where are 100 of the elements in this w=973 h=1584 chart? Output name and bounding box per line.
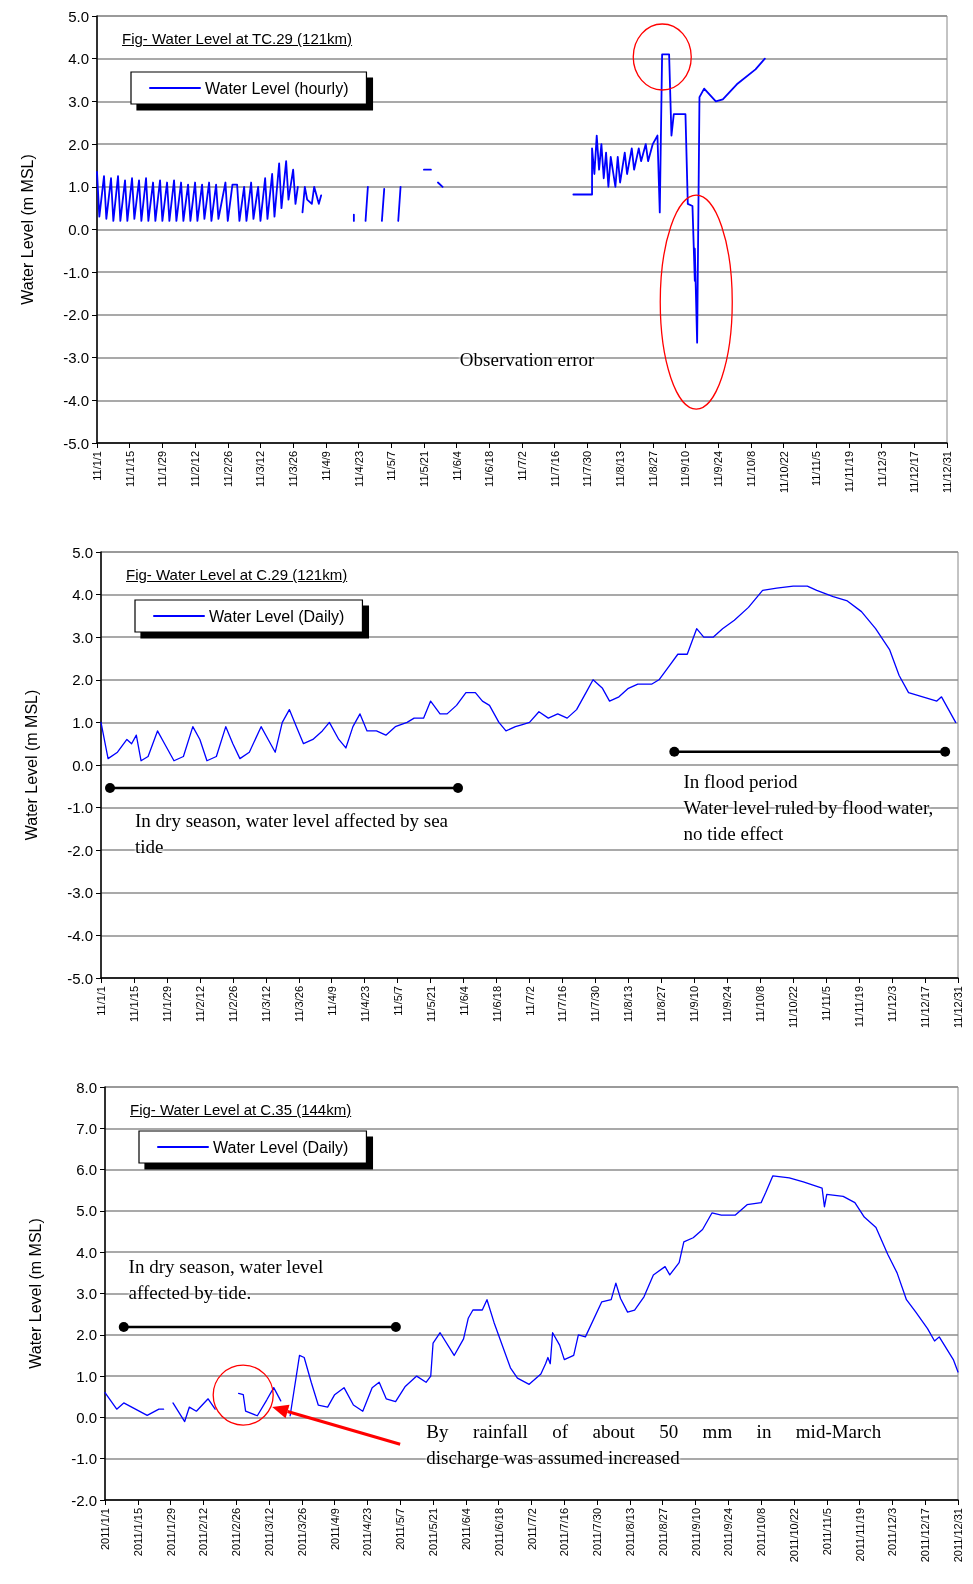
x-tick-label: 11/6/18	[483, 451, 496, 487]
x-tick-label: 2011/2/26	[230, 1508, 243, 1557]
y-tick-label: -5.0	[63, 434, 89, 452]
x-tick-label: 11/7/30	[589, 986, 602, 1022]
x-tick-label: 11/3/26	[292, 986, 305, 1022]
x-tick-label: 11/7/16	[556, 986, 569, 1022]
y-tick-label: -1.0	[67, 799, 93, 817]
x-tick-label: 2011/1/15	[131, 1508, 144, 1557]
x-tick-label: 2011/8/27	[656, 1508, 669, 1557]
annotation: In dry season, water level affected by tide.	[127, 1255, 325, 1306]
x-tick-label: 2011/5/21	[427, 1508, 440, 1557]
x-tick-label: 2011/11/5	[820, 1508, 833, 1556]
y-tick-label: 3.0	[76, 1285, 97, 1302]
annotation: In flood period Water level ruled by flood water, no tide effect	[682, 770, 935, 847]
x-tick-label: 11/5/21	[424, 986, 437, 1022]
x-tick-label: 11/2/26	[221, 451, 234, 487]
y-tick-label: 5.0	[68, 7, 89, 25]
text: Fig- Water Level at C.29 (121km)	[126, 566, 348, 583]
x-tick-label: 2011/7/2	[525, 1508, 538, 1551]
x-tick-label: 11/7/30	[581, 451, 594, 487]
x-tick-label: 2011/9/10	[689, 1508, 702, 1557]
x-tick-label: 11/2/12	[189, 451, 202, 487]
y-tick-label: -5.0	[67, 969, 93, 987]
x-tick-label: 11/9/10	[688, 986, 701, 1022]
y-tick-label: -2.0	[71, 1491, 97, 1509]
x-tick-label: 11/6/4	[450, 451, 463, 481]
annotation: By rainfall of about 50 mm in mid-March discharge was assumed increased	[426, 1420, 882, 1471]
y-tick-label: -1.0	[71, 1450, 97, 1468]
x-tick-label: 11/9/10	[679, 451, 692, 487]
y-tick-label: 1.0	[72, 713, 93, 731]
line-series	[100, 585, 957, 762]
y-tick-label: 7.0	[76, 1119, 97, 1137]
x-tick-label: 2011/7/30	[591, 1508, 604, 1557]
x-tick-label: 11/10/22	[787, 986, 800, 1029]
y-tick-label: 1.0	[68, 178, 89, 196]
x-tick-label: 11/5/7	[385, 451, 398, 481]
x-tick-label: 11/1/1	[95, 986, 107, 1016]
x-tick-label: 2011/6/4	[459, 1508, 472, 1551]
x-tick-label: 11/5/21	[417, 451, 430, 487]
y-axis-title: Water Level (m MSL)	[26, 1218, 44, 1369]
x-tick-label: 11/12/3	[875, 451, 888, 487]
x-tick-label: 11/11/5	[820, 986, 833, 1022]
y-tick-label: 2.0	[72, 671, 93, 689]
y-tick-label: -2.0	[63, 306, 89, 324]
x-tick-label: 11/4/23	[358, 986, 371, 1022]
x-tick-label: 11/7/16	[548, 451, 561, 487]
x-tick-label: 11/7/2	[523, 986, 536, 1016]
x-tick-label: 11/1/29	[160, 986, 173, 1022]
x-tick-label: 11/4/9	[325, 986, 338, 1016]
x-tick-label: 11/12/3	[886, 986, 899, 1022]
x-tick-label: 11/10/8	[744, 451, 757, 487]
x-tick-label: 11/2/26	[226, 986, 239, 1022]
x-tick-label: 2011/10/8	[755, 1508, 768, 1557]
x-tick-label: 2011/6/18	[492, 1508, 505, 1557]
x-tick-label: 2011/1/29	[164, 1508, 177, 1557]
legend-label: Water Level (Daily)	[213, 1138, 349, 1156]
text: Fig- Water Level at TC.29 (121km)	[122, 30, 353, 47]
x-tick-label: 11/3/26	[287, 451, 300, 487]
y-tick-label: -4.0	[67, 926, 93, 944]
y-tick-label: 3.0	[68, 92, 89, 110]
x-tick-label: 2011/4/23	[361, 1508, 374, 1557]
x-tick-label: 11/8/27	[655, 986, 668, 1022]
y-axis-title: Water Level (m MSL)	[22, 689, 40, 841]
y-tick-label: 5.0	[72, 543, 93, 561]
y-tick-label: 2.0	[68, 135, 89, 153]
y-tick-label: 4.0	[76, 1243, 97, 1261]
x-tick-label: 2011/11/19	[853, 1508, 866, 1562]
x-tick-label: 11/12/17	[908, 451, 921, 494]
x-tick-label: 11/8/27	[646, 451, 659, 487]
y-tick-label: 6.0	[76, 1161, 97, 1179]
x-tick-label: 2011/1/1	[99, 1508, 111, 1551]
x-tick-label: 2011/4/9	[328, 1508, 341, 1551]
x-tick-label: 11/5/7	[391, 986, 404, 1016]
y-tick-label: 2.0	[76, 1326, 97, 1344]
y-tick-label: -3.0	[63, 349, 89, 367]
y-tick-label: -2.0	[67, 841, 93, 859]
y-tick-label: 0.0	[72, 756, 93, 774]
x-tick-label: 11/2/12	[193, 986, 206, 1022]
x-tick-label: 2011/2/12	[197, 1508, 210, 1557]
x-tick-label: 11/4/23	[352, 451, 365, 487]
x-tick-label: 11/8/13	[622, 986, 635, 1022]
x-tick-label: 2011/12/17	[919, 1508, 932, 1563]
x-tick-label: 2011/3/12	[263, 1508, 276, 1557]
y-tick-label: 3.0	[72, 628, 93, 646]
x-tick-label: 11/6/18	[490, 986, 503, 1022]
y-tick-label: 4.0	[72, 586, 93, 604]
y-axis-title: Water Level (m MSL)	[18, 154, 36, 305]
x-tick-label: 11/11/19	[853, 986, 866, 1028]
y-tick-label: 5.0	[76, 1202, 97, 1220]
y-tick-label: -4.0	[63, 391, 89, 409]
x-tick-label: 11/1/29	[156, 451, 169, 487]
x-tick-label: 11/9/24	[721, 986, 734, 1022]
x-tick-label: 2011/12/31	[952, 1508, 964, 1563]
x-tick-label: 11/10/8	[754, 986, 767, 1022]
x-tick-label: 11/1/15	[123, 451, 136, 487]
y-tick-label: -3.0	[67, 884, 93, 902]
x-tick-label: 11/11/19	[842, 451, 855, 493]
x-tick-label: 11/12/31	[941, 451, 953, 494]
x-tick-label: 11/12/31	[952, 986, 964, 1029]
x-tick-label: 11/9/24	[712, 451, 725, 487]
